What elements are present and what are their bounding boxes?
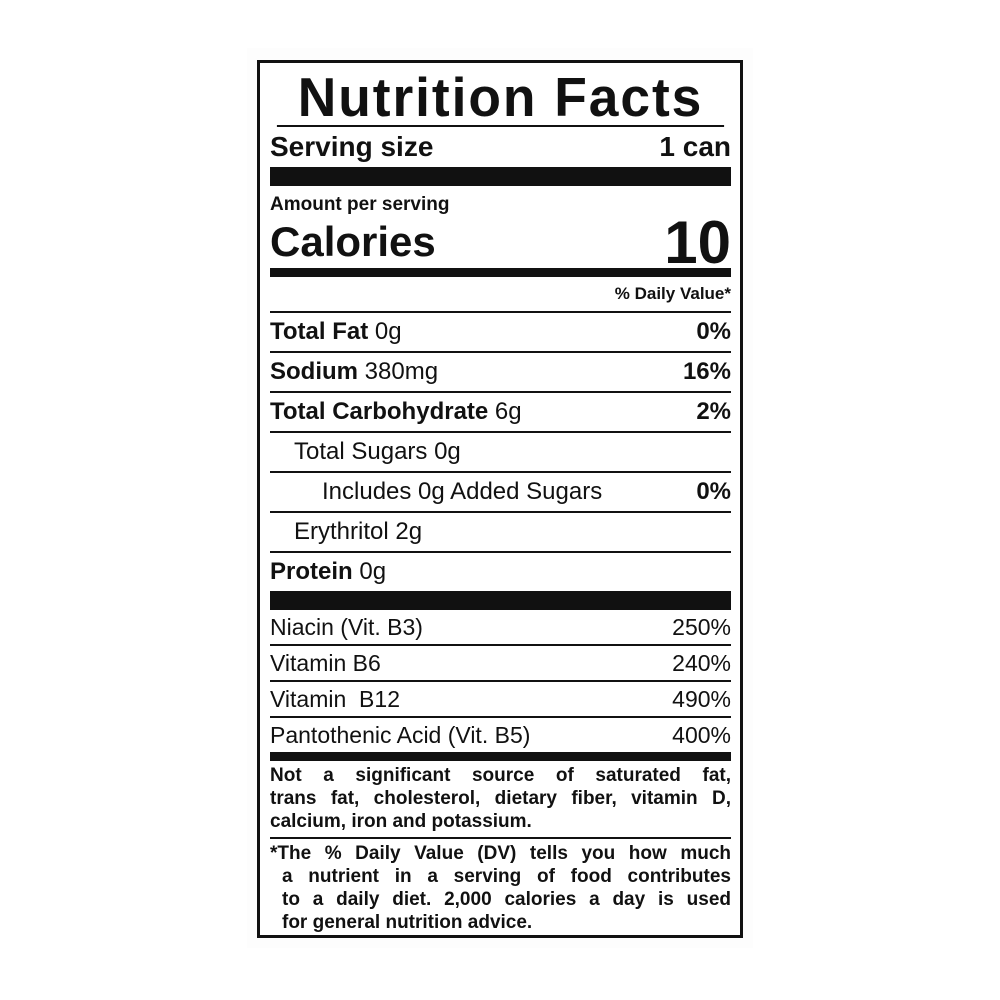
nutrient-name-amount: Total Carbohydrate 6g [270, 398, 522, 426]
serving-size-value: 1 can [659, 131, 731, 162]
nutrient-name-amount: Total Fat 0g [270, 318, 402, 346]
nutrient-daily-value: 0% [696, 318, 731, 345]
vitamin-daily-value: 400% [672, 721, 731, 748]
divider-thick [270, 591, 731, 610]
divider-thick [270, 167, 731, 186]
nutrient-amount: 380mg [364, 358, 439, 385]
nutrient-name: Total Fat [270, 318, 369, 345]
calories-label: Calories [270, 218, 436, 265]
vitamin-daily-value: 490% [672, 685, 731, 712]
nutrient-name: Includes 0g Added Sugars [322, 478, 603, 505]
nutrient-row: Includes 0g Added Sugars 0% [270, 471, 731, 511]
footnote-line: for general nutrition advice. [282, 912, 533, 933]
footnote-line: *The % Daily Value (DV) tells you how mu… [270, 843, 731, 864]
nutrient-row: Total Sugars 0g [270, 431, 731, 471]
nutrient-row: Total Carbohydrate 6g 2% [270, 391, 731, 431]
nutrient-row: Total Fat 0g 0% [270, 311, 731, 351]
nutrient-name-amount: Erythritol 2g [270, 518, 422, 546]
nutrient-name-amount: Protein 0g [270, 558, 386, 586]
label-title: Nutrition Facts [276, 63, 725, 128]
nutrient-row: Protein 0g [270, 551, 731, 591]
daily-value-header: % Daily Value* [614, 284, 731, 303]
footnote-line: to a daily diet. 2,000 calories a day is… [282, 889, 731, 910]
vitamin-name: Pantothenic Acid (Vit. B5) [270, 721, 531, 748]
nutrient-name: Erythritol [294, 518, 389, 545]
nutrient-daily-value: 2% [696, 398, 731, 425]
nutrient-row: Sodium 380mg 16% [270, 351, 731, 391]
nutrient-name-amount: Total Sugars 0g [270, 438, 461, 466]
vitamin-name: Vitamin B12 [270, 685, 400, 712]
divider-medium [270, 268, 731, 277]
vitamin-row: Vitamin B6 240% [270, 644, 731, 680]
not-significant-footnote: Not a significant source of saturated fa… [270, 761, 731, 839]
nutrient-name: Sodium [270, 358, 358, 385]
vitamin-row: Niacin (Vit. B3) 250% [270, 610, 731, 644]
nutrient-amount: 0g [434, 438, 461, 465]
nutrient-list: Total Fat 0g 0% Sodium 380mg 16% Total Carbo… [270, 311, 731, 591]
amount-per-serving: Amount per serving [270, 194, 450, 215]
serving-size-label: Serving size [270, 131, 434, 162]
nutrient-amount: 6g [494, 398, 522, 425]
nutrient-name-amount: Includes 0g Added Sugars [270, 478, 602, 506]
divider-medium [270, 752, 731, 761]
vitamin-list: Niacin (Vit. B3) 250% Vitamin B6 240% Vitami… [270, 610, 731, 752]
nutrient-daily-value: 16% [682, 358, 731, 385]
vitamin-row: Vitamin B12 490% [270, 680, 731, 716]
footnote-line: calcium, iron and potassium. [270, 811, 532, 832]
vitamin-row: Pantothenic Acid (Vit. B5) 400% [270, 716, 731, 752]
serving-size-row: Serving size 1 can [270, 127, 731, 167]
nutrient-row: Erythritol 2g [270, 511, 731, 551]
nutrient-name: Total Sugars [294, 438, 428, 465]
vitamin-name: Niacin (Vit. B3) [270, 613, 423, 640]
vitamin-daily-value: 250% [672, 613, 731, 640]
footnote-line: Not a significant source of saturated fa… [270, 765, 731, 786]
calories-row: Calories 10 [270, 209, 731, 276]
vitamin-name: Vitamin B6 [270, 649, 381, 676]
footnote-line: trans fat, cholesterol, dietary fiber, v… [270, 788, 731, 809]
calories-value: 10 [664, 208, 731, 276]
nutrient-amount: 2g [395, 518, 423, 545]
vitamin-daily-value: 240% [672, 649, 731, 676]
nutrient-amount: 0g [359, 558, 387, 585]
footnote-line: a nutrient in a serving of food contribu… [282, 866, 731, 887]
daily-value-footnote: *The % Daily Value (DV) tells you how mu… [270, 839, 731, 934]
nutrient-daily-value: 0% [696, 478, 731, 505]
nutrition-facts-label: Nutrition Facts Serving size 1 can Amoun… [257, 60, 743, 938]
nutrient-name: Protein [270, 558, 353, 585]
nutrient-name-amount: Sodium 380mg [270, 358, 438, 386]
nutrient-name: Total Carbohydrate [270, 398, 489, 425]
nutrient-amount: 0g [374, 318, 402, 345]
